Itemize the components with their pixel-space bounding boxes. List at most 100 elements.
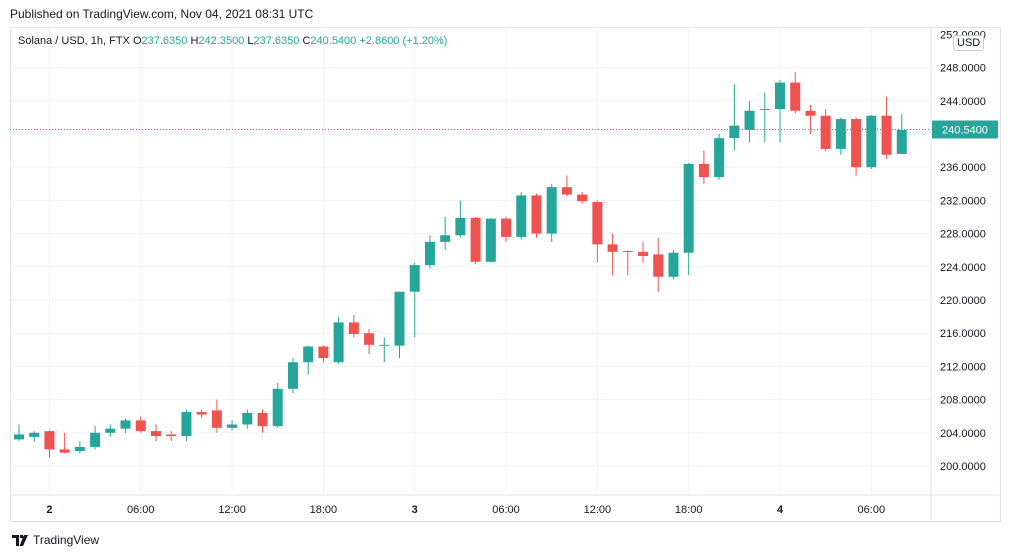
candle-up [394,291,405,359]
candle-body [866,115,877,168]
last-price-tag: 240.5400 [932,120,998,139]
candle-up [181,409,192,442]
candle-body [455,217,466,236]
candle-body [272,388,283,427]
time-tick-label: 06:00 [492,504,520,516]
candle-down [348,314,359,338]
candle-body [561,187,572,195]
open-value: 237.6350 [141,35,188,47]
candle-down [364,329,375,354]
candle-body [59,449,70,453]
candle-down [881,96,892,159]
candle-body [638,251,649,257]
candles-layer [14,71,907,458]
candle-body [470,217,481,262]
candle-down [592,200,603,263]
candle-down [820,109,831,151]
candle-up [896,114,907,154]
candle-body [424,241,435,266]
candle-down [805,104,816,134]
candle-up [287,358,298,393]
brand-name: TradingView [33,533,100,547]
candle-up [227,420,238,431]
candle-body [698,163,709,178]
close-label: C [302,35,311,47]
candle-body [409,265,420,292]
candle-up [835,117,846,155]
candle-down [653,237,664,292]
candle-up [29,431,40,442]
candle-body [287,362,298,389]
change-value: +2.8600 (+1.20%) [359,35,448,47]
candle-body [622,251,633,253]
close-value: 240.5400 [310,35,357,47]
time-axis[interactable]: 2 06:00 12:00 18:00 3 06:00 12:00 18:00 4 06:00 [46,504,885,516]
low-label: L [247,35,254,47]
price-tick-label: 248.0000 [940,63,986,75]
candle-down [257,409,268,433]
candle-body [577,194,588,202]
candle-body [775,82,785,110]
candle-up [14,424,24,442]
candle-up [744,100,755,143]
candle-down [44,430,55,458]
candle-up [866,114,877,169]
time-tick-label: 3 [412,504,418,516]
candle-up [440,217,451,251]
currency-button[interactable]: USD [953,35,985,51]
candle-down [501,217,512,242]
candle-up [683,163,694,276]
candle-body [29,432,40,437]
candle-up [242,409,253,429]
candle-up [120,418,131,433]
candle-up [424,235,435,269]
price-tick-label: 232.0000 [940,195,986,207]
candle-body [364,333,375,345]
candle-down [698,150,709,184]
last-price-tag-bg [932,120,998,139]
price-tick-label: 200.0000 [940,461,986,473]
time-tick-label: 18:00 [310,504,338,516]
price-tick-label: 220.0000 [940,295,986,307]
candle-up [409,262,420,338]
candle-body [744,110,755,130]
candle-down [59,432,70,454]
candle-body [44,431,55,450]
candle-body [759,109,770,111]
candle-up [303,345,314,375]
footer-brand[interactable]: TradingView [12,533,99,547]
price-tick-label: 212.0000 [940,361,986,373]
candle-up [759,92,770,143]
open-label: O [132,35,142,47]
candle-up [729,84,740,151]
candle-body [729,125,740,139]
high-value: 242.3500 [198,35,245,47]
high-label: H [190,35,199,47]
candle-body [242,412,253,425]
candle-down [135,416,146,433]
price-tick-label: 216.0000 [940,328,986,340]
candle-body [257,412,268,427]
candle-up [546,183,557,242]
candle-body [485,218,496,262]
candle-body [105,428,116,433]
time-tick-label: 06:00 [127,504,155,516]
candle-up [485,217,496,263]
chart-frame [10,27,1001,522]
candle-body [303,346,314,363]
candle-down [607,233,618,276]
price-axis[interactable]: 248.0000244.0000240.0000236.0000232.0000… [940,29,986,473]
candle-body [531,195,542,234]
candle-body [440,235,451,242]
candle-body [668,252,679,277]
candle-body [592,202,603,245]
candle-body [379,344,390,346]
candle-body [790,82,801,111]
candle-down [622,250,633,276]
candlestick-chart[interactable]: 248.0000244.0000240.0000236.0000232.0000… [10,27,1001,522]
candle-up [668,250,679,280]
candle-body [181,412,192,437]
candle-body [851,119,862,168]
candle-body [166,434,177,437]
time-tick-label: 2 [46,504,52,516]
